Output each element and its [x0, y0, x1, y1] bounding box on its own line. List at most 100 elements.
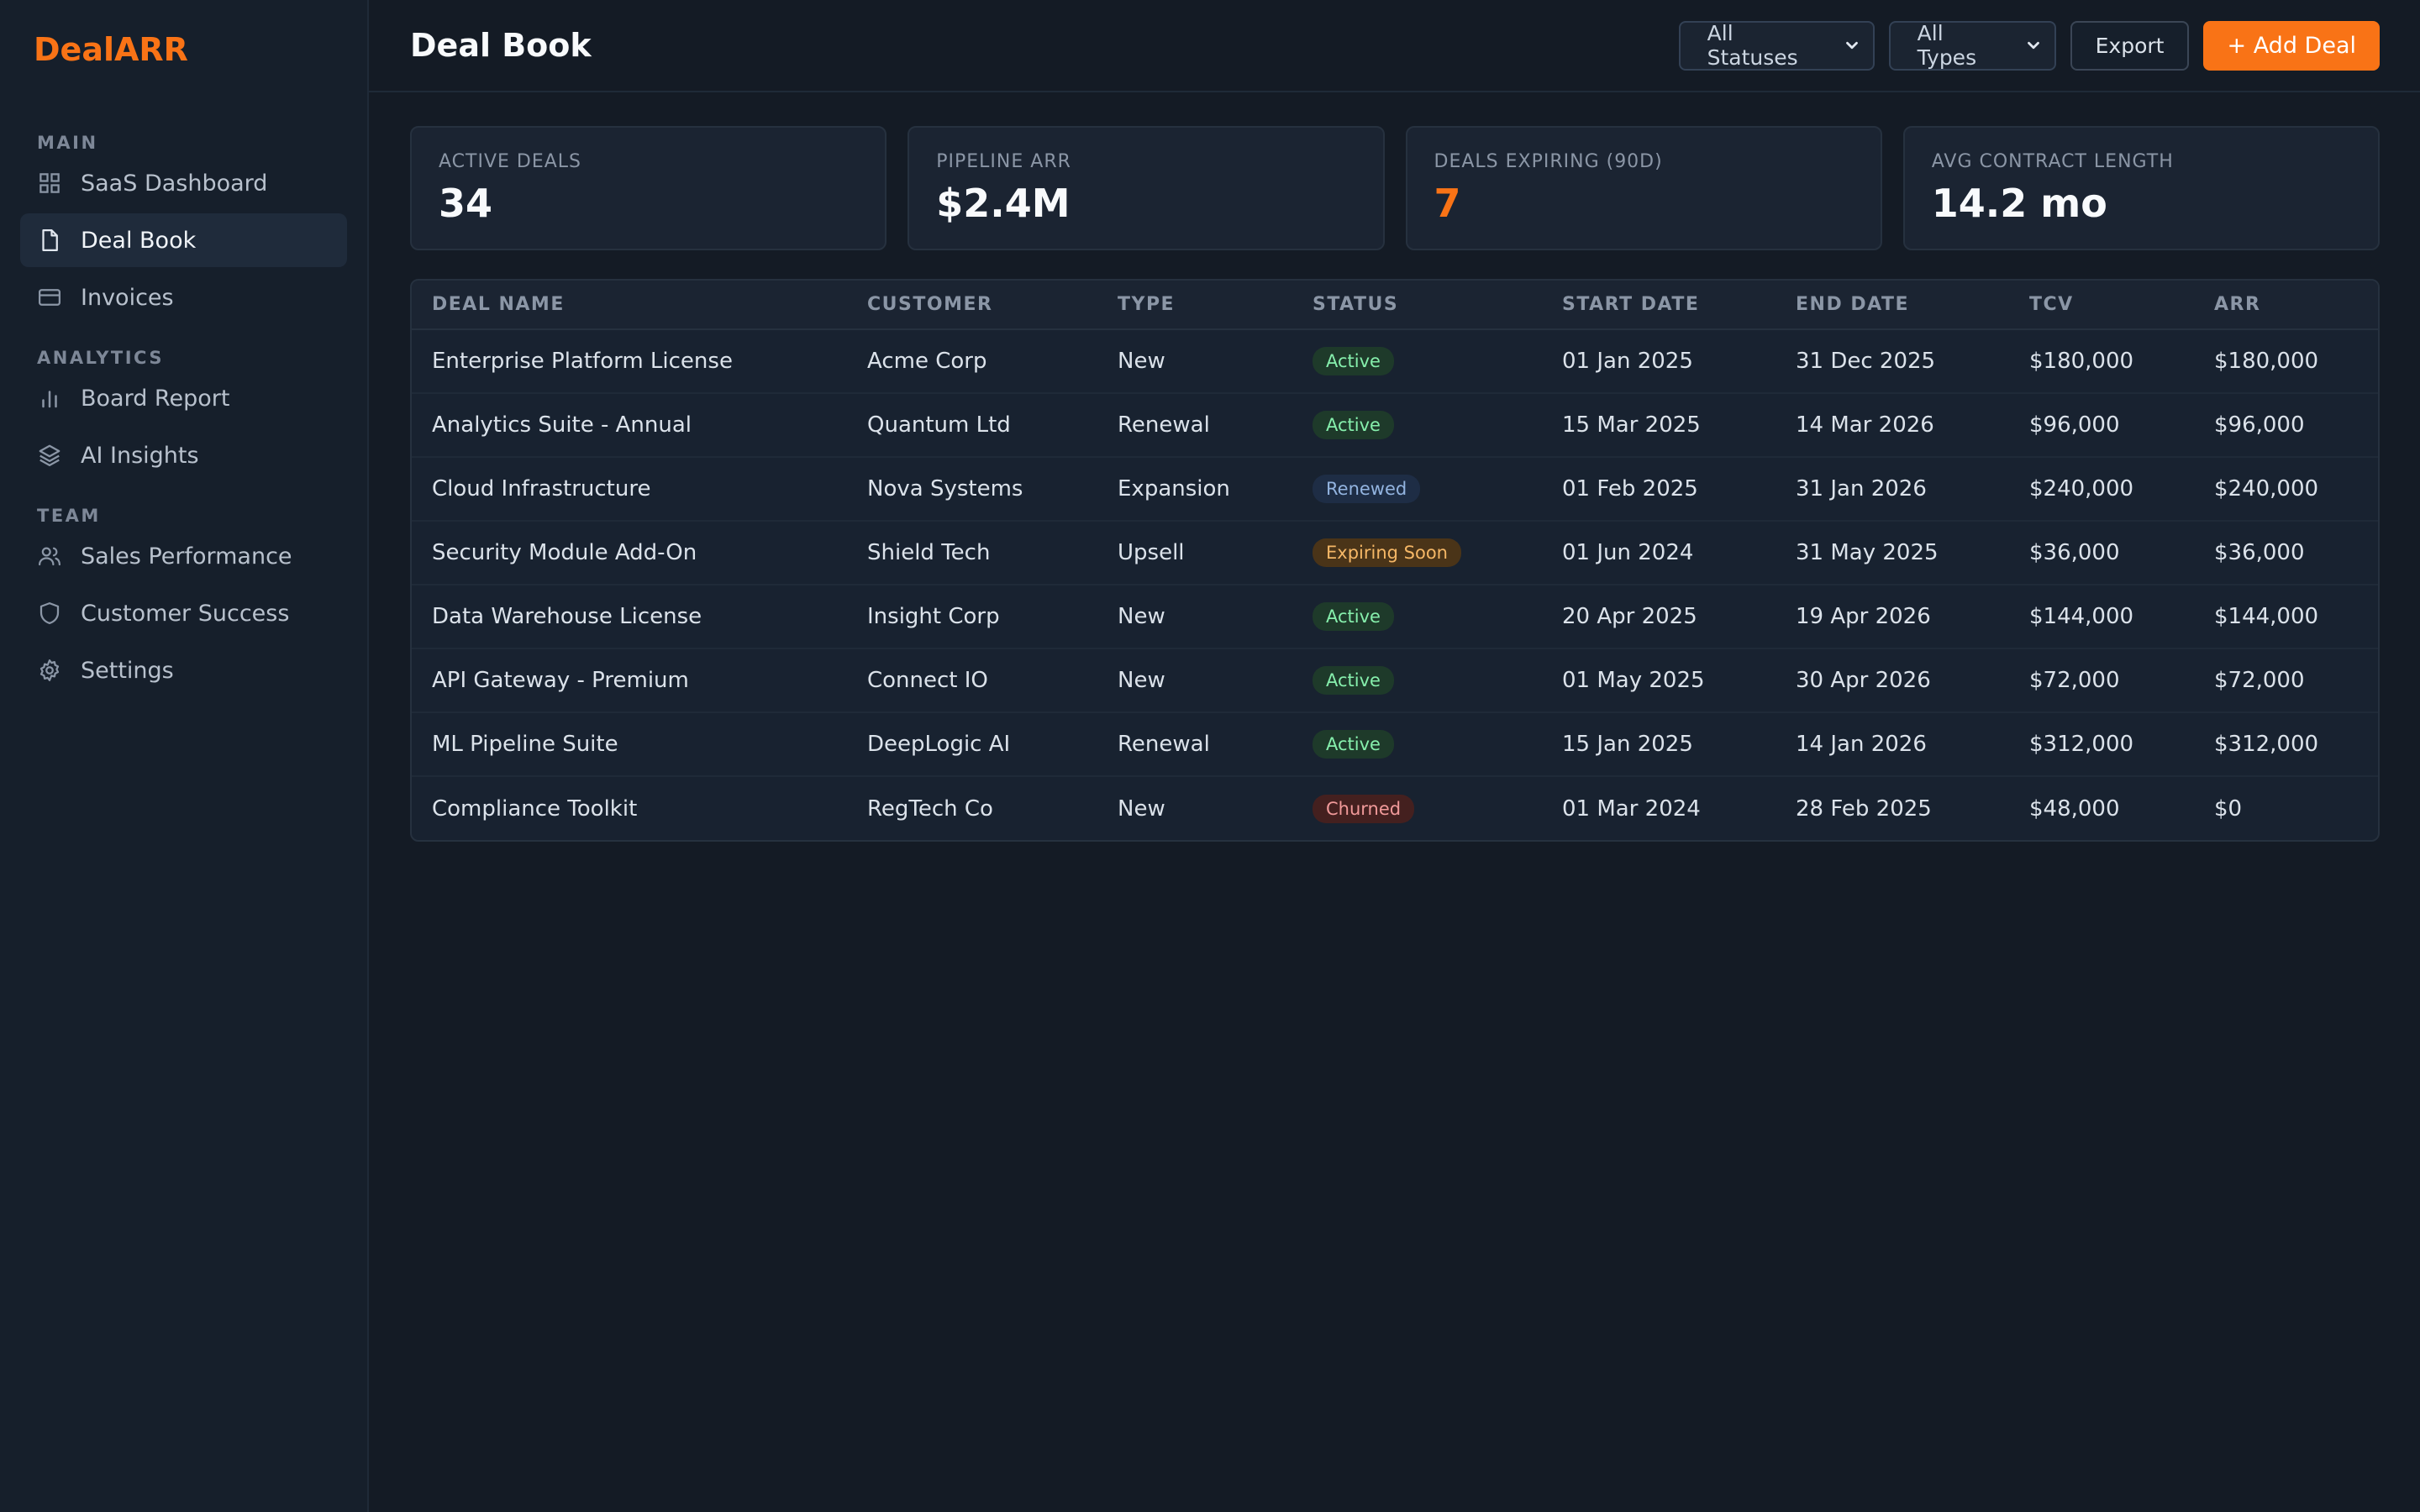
- cell-type: New: [1097, 648, 1292, 713]
- kpi-value: 34: [439, 181, 493, 226]
- cell-deal-name: ML Pipeline Suite: [412, 712, 847, 777]
- cell-customer: Quantum Ltd: [847, 393, 1097, 458]
- cell-end-date: 30 Apr 2026: [1776, 648, 2009, 713]
- chevron-down-icon: [2024, 36, 2043, 55]
- kpi-card-avg-contract-length: AVG CONTRACT LENGTH 14.2 mo: [1902, 126, 2380, 250]
- cell-customer: Acme Corp: [847, 329, 1097, 394]
- toolbar: All Statuses All Types Export + Add Deal: [1678, 20, 2380, 71]
- cell-customer: Connect IO: [847, 648, 1097, 713]
- cell-status: Renewed: [1292, 457, 1542, 522]
- cell-deal-name: Security Module Add-On: [412, 521, 847, 585]
- kpi-value: 7: [1434, 181, 1461, 226]
- cell-start-date: 20 Apr 2025: [1542, 585, 1776, 649]
- cell-end-date: 14 Jan 2026: [1776, 712, 2009, 777]
- sidebar-item-label: Invoices: [81, 284, 174, 311]
- cell-deal-name: Cloud Infrastructure: [412, 457, 847, 522]
- chevron-down-icon: [1843, 36, 1861, 55]
- sidebar-item-label: SaaS Dashboard: [81, 170, 268, 197]
- status-filter-value: All Statuses: [1707, 21, 1798, 70]
- cell-type: Upsell: [1097, 521, 1292, 585]
- cell-start-date: 01 Jun 2024: [1542, 521, 1776, 585]
- cell-customer: Shield Tech: [847, 521, 1097, 585]
- table-row[interactable]: Compliance Toolkit RegTech Co New Churned 01…: [412, 776, 2378, 840]
- cell-customer: DeepLogic AI: [847, 712, 1097, 777]
- kpi-value: $2.4M: [936, 181, 1071, 226]
- sidebar-item-board-report[interactable]: Board Report: [20, 371, 347, 425]
- document-icon: [37, 228, 62, 253]
- kpi-card-active-deals: ACTIVE DEALS 34: [410, 126, 887, 250]
- type-filter-select[interactable]: All Types: [1888, 20, 2056, 71]
- cell-type: New: [1097, 329, 1292, 394]
- column-header-status[interactable]: STATUS: [1292, 281, 1542, 330]
- sidebar-item-saas-dashboard[interactable]: SaaS Dashboard: [20, 156, 347, 210]
- table-row[interactable]: Security Module Add-On Shield Tech Upsell E…: [412, 521, 2378, 585]
- cell-arr: $36,000: [2194, 521, 2378, 585]
- layers-icon: [37, 443, 62, 468]
- cell-customer: Nova Systems: [847, 457, 1097, 522]
- sidebar-item-settings[interactable]: Settings: [20, 643, 347, 697]
- column-header-start-date[interactable]: START DATE: [1542, 281, 1776, 330]
- column-header-tcv[interactable]: TCV: [2009, 281, 2194, 330]
- cell-arr: $180,000: [2194, 329, 2378, 394]
- shield-icon: [37, 601, 62, 626]
- sidebar-item-invoices[interactable]: Invoices: [20, 270, 347, 324]
- export-button[interactable]: Export: [2070, 20, 2190, 71]
- credit-card-icon: [37, 285, 62, 310]
- cell-tcv: $312,000: [2009, 712, 2194, 777]
- kpi-label: PIPELINE ARR: [936, 151, 1071, 172]
- brand-logo[interactable]: DealARR: [34, 31, 188, 68]
- deals-table-card: DEAL NAME CUSTOMER TYPE STATUS START DATE END…: [410, 279, 2380, 842]
- sidebar-item-label: Board Report: [81, 385, 230, 412]
- table-body: Enterprise Platform License Acme Corp New A…: [412, 329, 2378, 840]
- cell-customer: RegTech Co: [867, 795, 993, 822]
- add-deal-button[interactable]: + Add Deal: [2203, 20, 2380, 71]
- sidebar-item-deal-book[interactable]: Deal Book: [20, 213, 347, 267]
- sidebar-item-label: Deal Book: [81, 227, 197, 254]
- cell-tcv: $180,000: [2009, 329, 2194, 394]
- cell-status: Churned: [1292, 776, 1542, 840]
- table-row[interactable]: Cloud Infrastructure Nova Systems Expansio…: [412, 457, 2378, 522]
- sidebar-item-customer-success[interactable]: Customer Success: [20, 586, 347, 640]
- cell-status: Active: [1292, 712, 1542, 777]
- cell-status: Active: [1292, 329, 1542, 394]
- kpi-card-deals-expiring-90d: DEALS EXPIRING (90D) 7: [1405, 126, 1882, 250]
- cell-arr: $312,000: [2194, 712, 2378, 777]
- column-header-customer[interactable]: CUSTOMER: [847, 281, 1097, 330]
- cell-arr: $240,000: [2194, 457, 2378, 522]
- status-badge: Active: [1313, 411, 1394, 439]
- deals-table: DEAL NAME CUSTOMER TYPE STATUS START DATE END…: [412, 281, 2378, 840]
- cell-end-date: 14 Mar 2026: [1776, 393, 2009, 458]
- cell-type: New: [1097, 585, 1292, 649]
- cell-end-date: 31 Dec 2025: [1776, 329, 2009, 394]
- sidebar-nav: MAIN SaaS Dashboard Deal Book Invoices ANALY…: [20, 133, 347, 697]
- cell-type: Renewal: [1097, 712, 1292, 777]
- column-header-arr[interactable]: ARR: [2194, 281, 2378, 330]
- column-header-end-date[interactable]: END DATE: [1776, 281, 2009, 330]
- cell-type: Expansion: [1097, 457, 1292, 522]
- gear-icon: [37, 658, 62, 683]
- cell-type: Renewal: [1097, 393, 1292, 458]
- column-header-deal-name[interactable]: DEAL NAME: [412, 281, 847, 330]
- table-row[interactable]: Enterprise Platform License Acme Corp New A…: [412, 329, 2378, 394]
- sidebar-item-ai-insights[interactable]: AI Insights: [20, 428, 347, 482]
- cell-start-date: 01 Jan 2025: [1542, 329, 1776, 394]
- table-row[interactable]: Data Warehouse License Insight Corp New Act…: [412, 585, 2378, 649]
- status-badge: Active: [1313, 602, 1394, 631]
- column-header-type[interactable]: TYPE: [1097, 281, 1292, 330]
- sidebar-item-sales-performance[interactable]: Sales Performance: [20, 529, 347, 583]
- nav-section-main: MAIN: [37, 133, 98, 153]
- page-title: Deal Book: [410, 27, 592, 64]
- status-filter-select[interactable]: All Statuses: [1678, 20, 1875, 71]
- table-row[interactable]: API Gateway - Premium Connect IO New Active…: [412, 648, 2378, 713]
- cell-deal-name: Analytics Suite - Annual: [412, 393, 847, 458]
- table-row[interactable]: Analytics Suite - Annual Quantum Ltd Renew…: [412, 393, 2378, 458]
- table-row[interactable]: ML Pipeline Suite DeepLogic AI Renewal Acti…: [412, 712, 2378, 777]
- nav-section-analytics: ANALYTICS: [37, 348, 164, 368]
- kpi-card-pipeline-arr: PIPELINE ARR $2.4M: [908, 126, 1385, 250]
- sidebar-item-label: Customer Success: [81, 600, 290, 627]
- cell-tcv: $96,000: [2009, 393, 2194, 458]
- nav-section-team: TEAM: [37, 506, 101, 526]
- kpi-label: AVG CONTRACT LENGTH: [1931, 151, 2174, 172]
- cell-start-date: 15 Mar 2025: [1542, 393, 1776, 458]
- kpi-label: ACTIVE DEALS: [439, 151, 582, 172]
